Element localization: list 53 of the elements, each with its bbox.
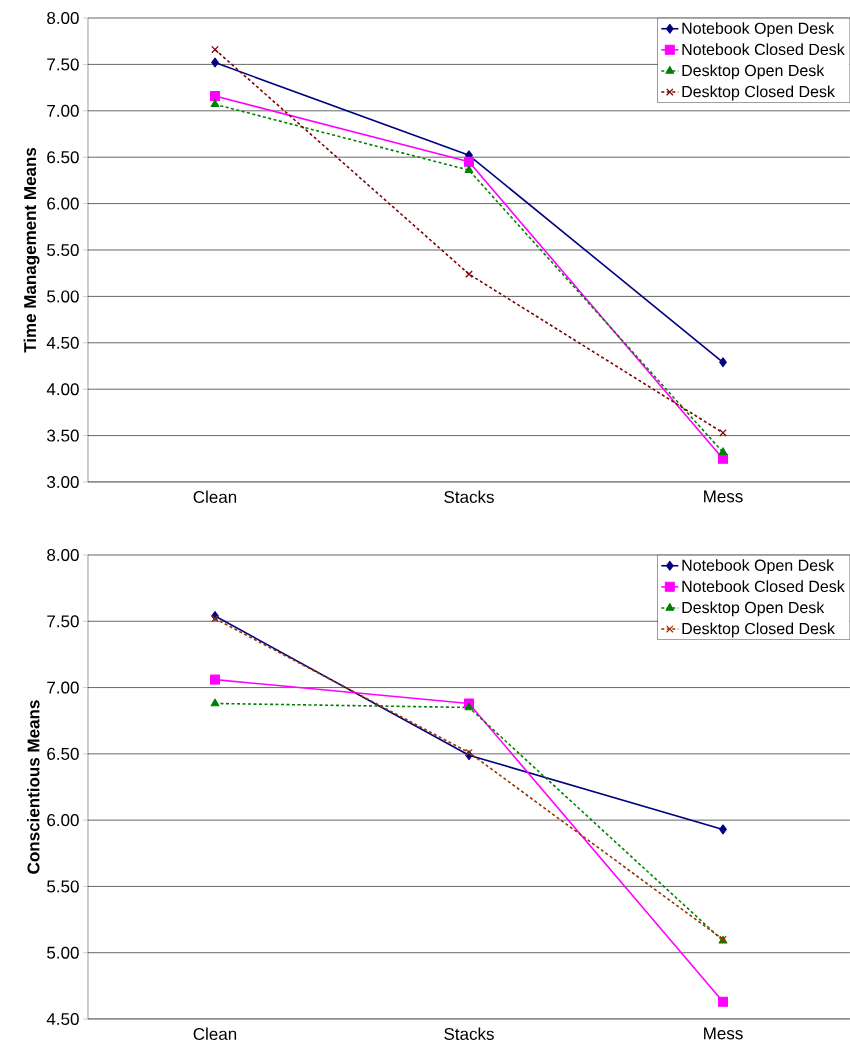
x-tick-label: Stacks [444, 1027, 494, 1041]
y-tick-label: 4.50 [46, 1012, 79, 1026]
point [210, 698, 220, 707]
y-tick-label: 5.00 [47, 290, 79, 303]
legend-label: Desktop Closed Desk [682, 85, 835, 101]
y-tick-label: 5.00 [47, 946, 79, 959]
legend-label: Notebook Open Desk [682, 559, 835, 575]
y-tick-label: 6.50 [47, 747, 79, 760]
x-tick-label: Mess [704, 490, 743, 503]
y-tick-label: 6.50 [47, 151, 79, 164]
x-tick-label: Clean [193, 490, 237, 504]
x-tick-label: Clean [193, 1027, 237, 1041]
point [718, 453, 728, 464]
y-tick-label: 6.00 [47, 814, 79, 827]
legend-label: Notebook Closed Desk [682, 580, 845, 593]
y-tick-label: 7.50 [47, 615, 79, 628]
x-tick-label: Stacks [444, 490, 494, 504]
y-tick-label: 6.00 [47, 197, 79, 210]
y-axis-title: Time Management Means [23, 147, 40, 353]
legend-label: Notebook Open Desk [682, 22, 835, 38]
point [210, 99, 220, 108]
y-tick-label: 8.00 [47, 548, 79, 562]
y-tick-label: 7.00 [47, 104, 79, 117]
point [719, 357, 727, 368]
x-tick-label: Mess [704, 1027, 743, 1040]
point [211, 57, 219, 68]
point [719, 824, 727, 835]
y-axis-title: Conscientious Means [27, 700, 40, 874]
legend-label: Notebook Closed Desk [682, 43, 845, 56]
point [211, 615, 219, 623]
legend-label: Desktop Closed Desk [682, 622, 835, 638]
point [464, 702, 474, 711]
y-tick-label: 5.50 [47, 243, 79, 257]
point [465, 270, 473, 278]
y-tick-label: 4.50 [46, 336, 79, 349]
y-tick-label: 3.50 [47, 429, 79, 442]
y-tick-label: 3.00 [47, 475, 79, 489]
point [211, 45, 219, 54]
y-tick-label: 5.50 [47, 880, 79, 893]
legend-label: Desktop Open Desk [682, 601, 825, 617]
y-tick-label: 4.00 [46, 383, 79, 396]
point [718, 447, 728, 456]
point [465, 748, 473, 757]
point [719, 429, 727, 437]
point [210, 674, 220, 685]
point [464, 156, 474, 167]
legend-label: Desktop Open Desk [682, 64, 825, 80]
point [464, 165, 474, 173]
point [210, 90, 220, 101]
y-tick-label: 7.50 [47, 58, 79, 71]
y-tick-label: 7.00 [47, 681, 79, 694]
y-tick-label: 8.00 [47, 11, 79, 25]
point [718, 996, 728, 1007]
